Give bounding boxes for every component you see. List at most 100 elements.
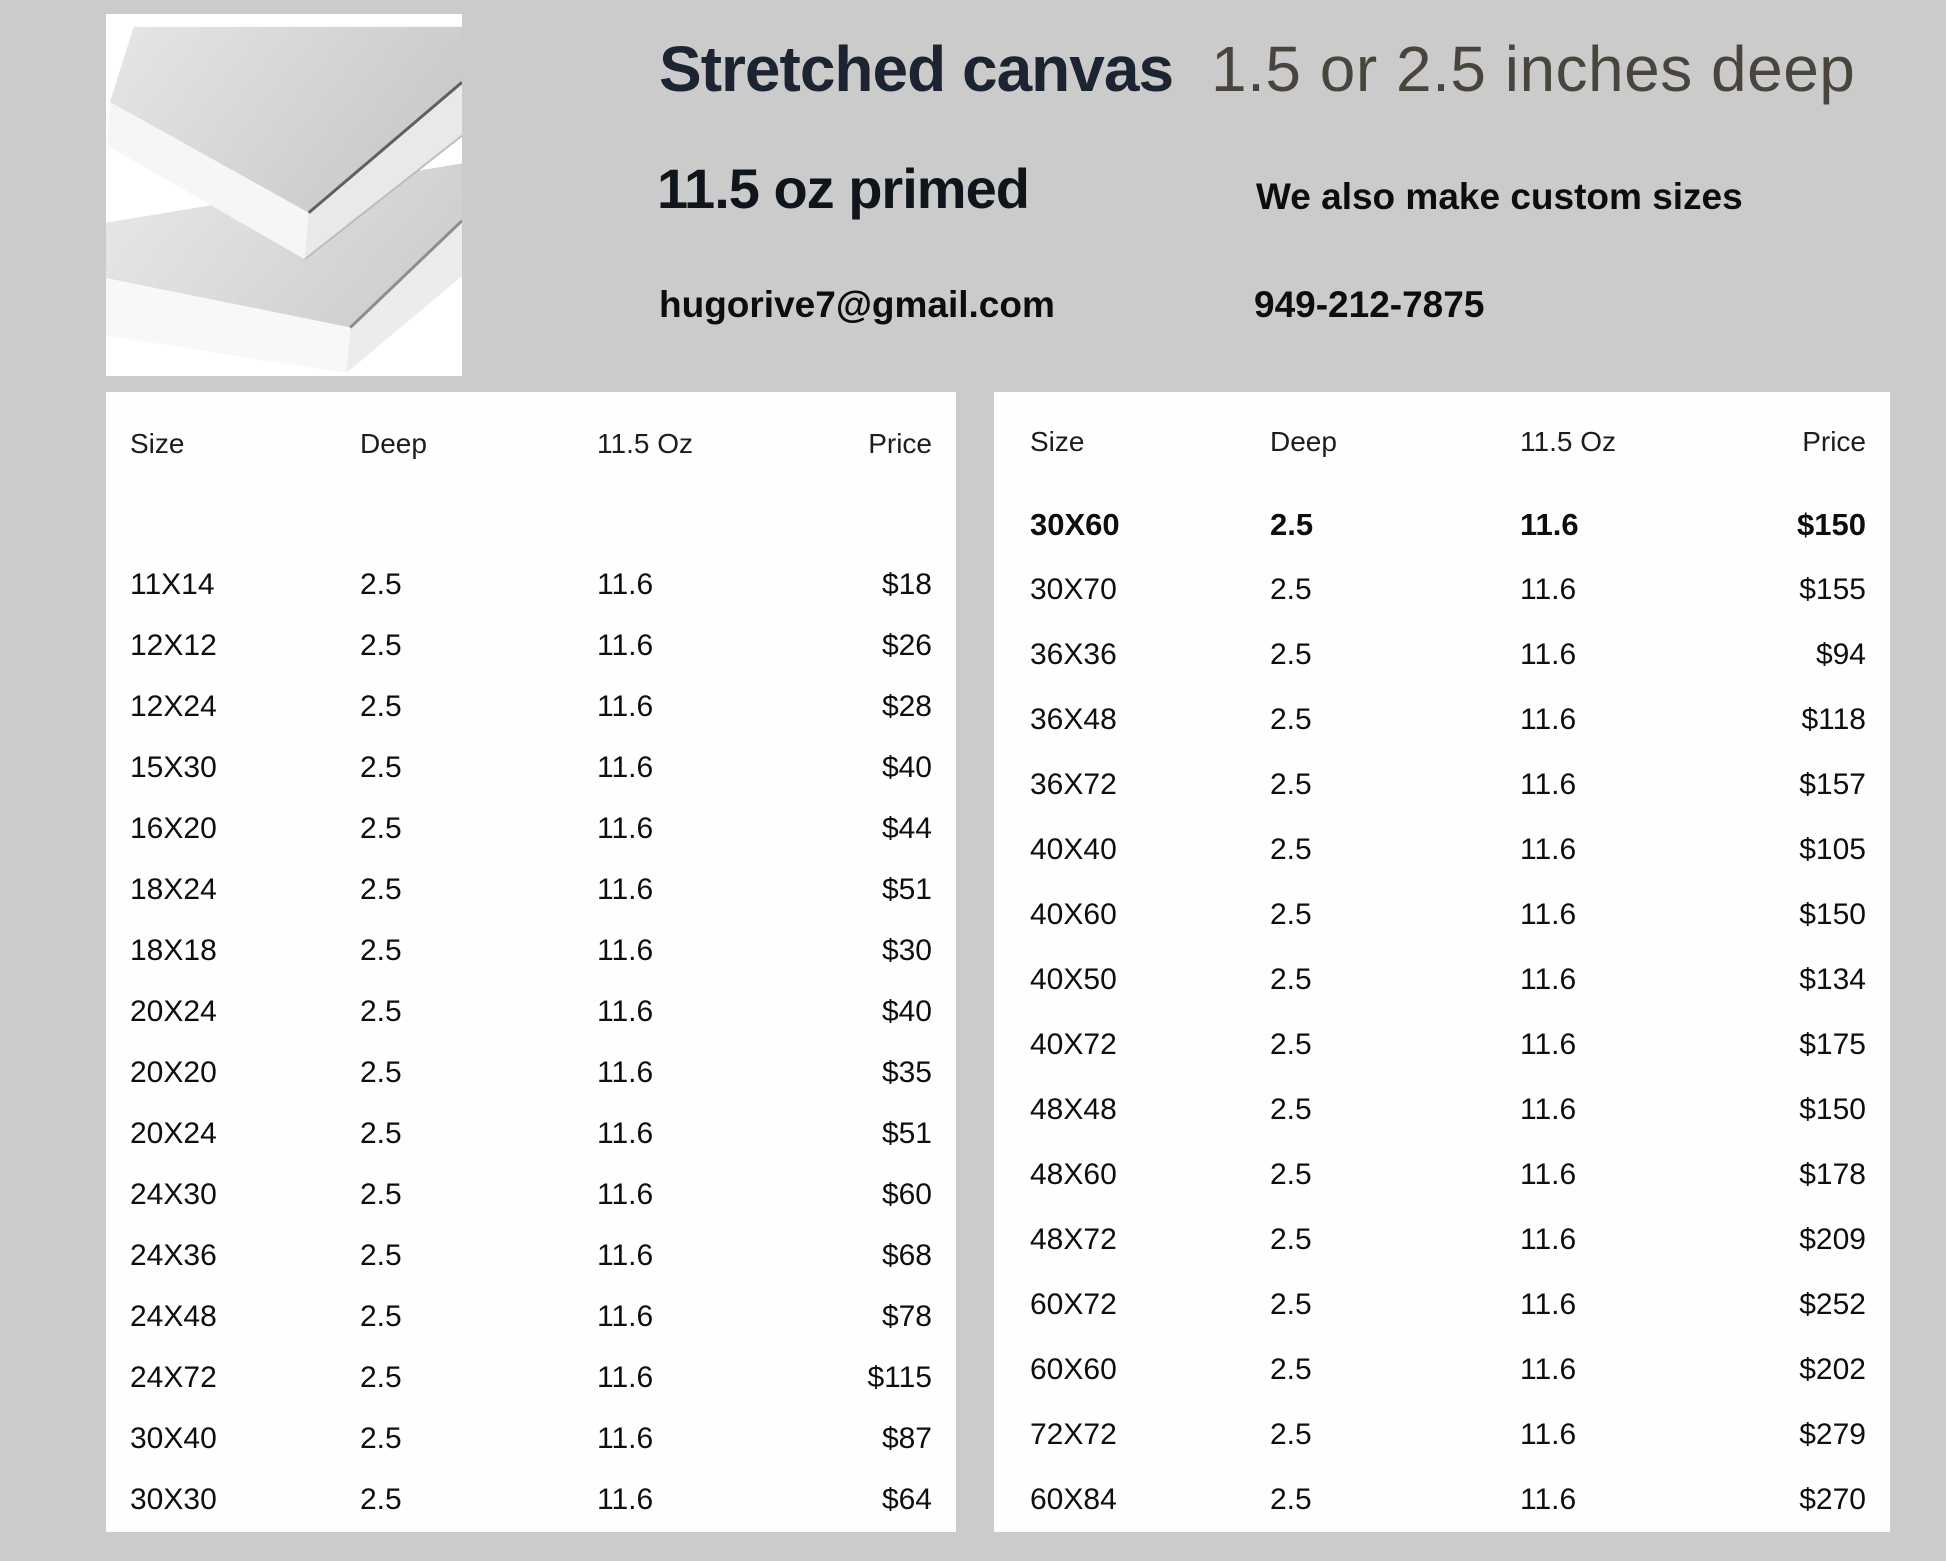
cell-price: $51 bbox=[881, 872, 932, 906]
cell-price: $78 bbox=[881, 1299, 932, 1333]
contact-email: hugorive7@gmail.com bbox=[659, 284, 1055, 325]
cell-price: $35 bbox=[881, 1055, 932, 1089]
cell-price: $40 bbox=[881, 994, 932, 1028]
cell-size: 20X20 bbox=[130, 1055, 217, 1089]
table-row: 36X48 2.5 11.6 $118 bbox=[1030, 687, 1866, 752]
cell-oz: 11.6 bbox=[597, 1299, 654, 1333]
cell-deep: 2.5 bbox=[1270, 1027, 1312, 1061]
cell-price: $202 bbox=[1799, 1352, 1866, 1386]
table-row: 12X12 2.5 11.6 $26 bbox=[130, 615, 932, 676]
product-photo bbox=[106, 14, 462, 376]
cell-price: $175 bbox=[1799, 1027, 1866, 1061]
table-row: 20X20 2.5 11.6 $35 bbox=[130, 1042, 932, 1103]
cell-size: 36X72 bbox=[1030, 767, 1117, 801]
cell-size: 60X60 bbox=[1030, 1352, 1117, 1386]
table-row: 60X72 2.5 11.6 $252 bbox=[1030, 1272, 1866, 1337]
table-row: 20X24 2.5 11.6 $40 bbox=[130, 981, 932, 1042]
cell-deep: 2.5 bbox=[360, 872, 402, 906]
cell-oz: 11.6 bbox=[1520, 506, 1579, 542]
cell-deep: 2.5 bbox=[1270, 572, 1312, 606]
cell-oz: 11.6 bbox=[597, 933, 654, 967]
cell-deep: 2.5 bbox=[1270, 1352, 1312, 1386]
contact-phone: 949-212-7875 bbox=[1254, 284, 1485, 325]
cell-size: 18X18 bbox=[130, 933, 217, 967]
cell-size: 20X24 bbox=[130, 994, 217, 1028]
cell-price: $150 bbox=[1799, 897, 1866, 931]
cell-size: 48X48 bbox=[1030, 1092, 1117, 1126]
cell-oz: 11.6 bbox=[1520, 702, 1577, 736]
cell-deep: 2.5 bbox=[360, 567, 402, 601]
cell-deep: 2.5 bbox=[360, 1421, 402, 1455]
cell-deep: 2.5 bbox=[1270, 962, 1312, 996]
table-row: 30X70 2.5 11.6 $155 bbox=[1030, 557, 1866, 622]
cell-deep: 2.5 bbox=[360, 750, 402, 784]
cell-size: 60X84 bbox=[1030, 1482, 1117, 1516]
cell-oz: 11.6 bbox=[597, 1360, 654, 1394]
cell-oz: 11.6 bbox=[1520, 897, 1577, 931]
cell-oz: 11.6 bbox=[597, 994, 654, 1028]
column-header-size: Size bbox=[130, 428, 185, 459]
column-header-oz: 11.5 Oz bbox=[597, 428, 693, 459]
cell-size: 12X12 bbox=[130, 628, 217, 662]
cell-deep: 2.5 bbox=[360, 1177, 402, 1211]
price-table-small-sizes: Size Deep 11.5 Oz Price 11X14 2.5 11.6 $18 1… bbox=[106, 392, 956, 1532]
cell-oz: 11.6 bbox=[597, 1421, 654, 1455]
custom-sizes-label: We also make custom sizes bbox=[1256, 176, 1743, 217]
cell-price: $105 bbox=[1799, 832, 1866, 866]
table-row: 24X30 2.5 11.6 $60 bbox=[130, 1164, 932, 1225]
cell-oz: 11.6 bbox=[597, 1482, 654, 1516]
column-header-deep: Deep bbox=[1270, 426, 1337, 457]
cell-oz: 11.6 bbox=[1520, 572, 1577, 606]
cell-price: $155 bbox=[1799, 572, 1866, 606]
table-body: 30X60 2.5 11.6 $150 30X70 2.5 11.6 $155 36X36 2.5… bbox=[1030, 492, 1866, 1532]
column-header-deep: Deep bbox=[360, 428, 427, 459]
cell-price: $150 bbox=[1797, 506, 1866, 542]
cell-deep: 2.5 bbox=[360, 994, 402, 1028]
primed-label: 11.5 oz primed bbox=[657, 157, 1030, 220]
cell-size: 36X36 bbox=[1030, 637, 1117, 671]
cell-price: $209 bbox=[1799, 1222, 1866, 1256]
table-row: 40X72 2.5 11.6 $175 bbox=[1030, 1012, 1866, 1077]
table-row: 60X84 2.5 11.6 $270 bbox=[1030, 1467, 1866, 1532]
cell-deep: 2.5 bbox=[1270, 1222, 1312, 1256]
cell-size: 72X72 bbox=[1030, 1417, 1117, 1451]
cell-deep: 2.5 bbox=[360, 1482, 402, 1516]
cell-price: $252 bbox=[1799, 1287, 1866, 1321]
cell-price: $44 bbox=[881, 811, 932, 845]
table-row: 48X72 2.5 11.6 $209 bbox=[1030, 1207, 1866, 1272]
header-title-line: Stretched canvas 1.5 or 2.5 inches deep bbox=[659, 34, 1855, 104]
cell-deep: 2.5 bbox=[1270, 702, 1312, 736]
cell-size: 40X50 bbox=[1030, 962, 1117, 996]
cell-size: 30X70 bbox=[1030, 572, 1117, 606]
cell-oz: 11.6 bbox=[1520, 1157, 1577, 1191]
cell-deep: 2.5 bbox=[360, 933, 402, 967]
table-row: 15X30 2.5 11.6 $40 bbox=[130, 737, 932, 798]
cell-oz: 11.6 bbox=[1520, 1027, 1577, 1061]
cell-size: 60X72 bbox=[1030, 1287, 1117, 1321]
cell-price: $60 bbox=[881, 1177, 932, 1211]
cell-deep: 2.5 bbox=[1270, 506, 1314, 542]
cell-price: $178 bbox=[1799, 1157, 1866, 1191]
cell-size: 30X60 bbox=[1030, 506, 1120, 542]
cell-oz: 11.6 bbox=[1520, 1482, 1577, 1516]
cell-price: $150 bbox=[1799, 1092, 1866, 1126]
cell-deep: 2.5 bbox=[360, 689, 402, 723]
cell-oz: 11.6 bbox=[1520, 1417, 1577, 1451]
cell-deep: 2.5 bbox=[360, 1360, 402, 1394]
cell-price: $115 bbox=[867, 1360, 932, 1394]
cell-oz: 11.6 bbox=[1520, 1222, 1577, 1256]
cell-deep: 2.5 bbox=[360, 628, 402, 662]
table-row: 20X24 2.5 11.6 $51 bbox=[130, 1103, 932, 1164]
cell-size: 40X40 bbox=[1030, 832, 1117, 866]
cell-size: 40X60 bbox=[1030, 897, 1117, 931]
cell-size: 16X20 bbox=[130, 811, 217, 845]
cell-oz: 11.6 bbox=[597, 1177, 654, 1211]
table-row: 48X60 2.5 11.6 $178 bbox=[1030, 1142, 1866, 1207]
cell-oz: 11.6 bbox=[597, 811, 654, 845]
cell-size: 24X30 bbox=[130, 1177, 217, 1211]
cell-price: $64 bbox=[881, 1482, 932, 1516]
cell-size: 24X36 bbox=[130, 1238, 217, 1272]
table-row: 24X36 2.5 11.6 $68 bbox=[130, 1225, 932, 1286]
price-table-large-sizes: Size Deep 11.5 Oz Price 30X60 2.5 11.6 $150… bbox=[994, 392, 1890, 1532]
cell-size: 18X24 bbox=[130, 872, 217, 906]
